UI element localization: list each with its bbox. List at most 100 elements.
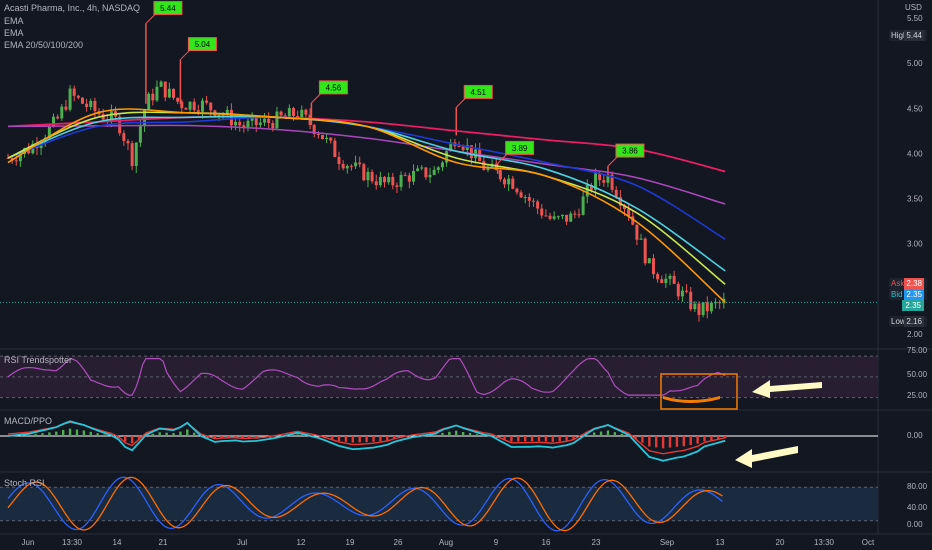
candle-body [577, 214, 581, 216]
candle-body [445, 151, 449, 163]
macd-histogram-bar [524, 436, 527, 442]
candle-body [647, 258, 651, 264]
candle-body [64, 106, 68, 110]
time-tick-label: 19 [346, 538, 355, 547]
candle-body [109, 111, 113, 121]
candle-body [101, 114, 105, 120]
ask-price-tag: Ask 2.38 [889, 278, 927, 289]
macd-histogram-bar [96, 433, 99, 436]
candle-body [147, 93, 151, 110]
candle-body [291, 108, 295, 116]
candle-body [709, 302, 713, 312]
macd-histogram-bar [186, 429, 189, 436]
rsi-pane-title[interactable]: RSI Trendspotter [4, 355, 73, 365]
price-tick-label: 5.50 [907, 14, 923, 23]
candle-body [333, 140, 337, 158]
macd-histogram-bar [386, 436, 389, 441]
candle-body [76, 95, 80, 98]
macd-histogram-bar [130, 436, 134, 444]
candle-body [627, 208, 631, 217]
ask-value: 2.38 [904, 278, 924, 289]
indicator-label-ema-ribbon[interactable]: EMA 20/50/100/200 [4, 40, 84, 50]
candle-body [258, 122, 262, 126]
high-value: 5.44 [904, 30, 924, 41]
axes: 5.505.004.504.003.503.002.502.00Jun13:30… [22, 14, 928, 547]
candle-body [407, 175, 411, 182]
candle-body [267, 118, 271, 123]
price-tick-label: 2.00 [907, 330, 923, 339]
candle-body [345, 165, 349, 169]
candle-body [370, 171, 374, 182]
candle-body [234, 121, 238, 126]
macd-histogram-bar [717, 436, 720, 440]
candle-body [469, 145, 473, 159]
candle-body [461, 146, 465, 150]
candle-body [176, 97, 180, 102]
candle-body [656, 274, 660, 280]
price-annotation: 4.51 [455, 84, 493, 108]
macd-histogram-bar [61, 429, 65, 436]
candle-body [130, 143, 134, 166]
candle-body [366, 171, 370, 181]
pane-tick-label: 0.00 [907, 431, 923, 440]
candle-body [172, 88, 176, 98]
macd-histogram-bar [599, 431, 603, 436]
macd-histogram-bar [675, 436, 679, 447]
macd-histogram-bar [482, 435, 486, 436]
candle-body [52, 116, 56, 126]
symbol-title: Acasti Pharma, Inc., 4h, NASDAQ [4, 3, 141, 13]
candle-body [192, 101, 196, 111]
stoch-band [0, 487, 878, 521]
candle-body [196, 110, 200, 112]
candle-body [411, 170, 415, 182]
macd-histogram-bar [372, 436, 375, 442]
candle-body [155, 86, 159, 101]
macd-pane-title[interactable]: MACD/PPO [4, 416, 53, 426]
macd-histogram-bar [75, 429, 79, 436]
high-label: High [891, 31, 908, 40]
candle-body [325, 137, 329, 140]
candle-body [362, 164, 366, 181]
candle-body [126, 140, 130, 144]
candle-body [387, 176, 391, 183]
currency-label: USD [905, 3, 922, 12]
pane-tick-label: 25.00 [907, 391, 928, 400]
candle-body [511, 178, 515, 189]
candle-body [507, 178, 511, 185]
indicator-label-ema-2[interactable]: EMA [4, 28, 24, 38]
macd-histogram-bar [179, 431, 182, 436]
candle-body [391, 176, 395, 186]
candle-body [420, 167, 424, 169]
annotation-leader [607, 155, 619, 167]
macd-histogram-bar [172, 433, 175, 436]
candle-body [643, 238, 647, 264]
macd-histogram-bar [592, 432, 596, 436]
pane-tick-label: 0.00 [907, 520, 923, 529]
candle-body [242, 125, 246, 128]
candle-body [606, 174, 610, 183]
candle-body [163, 81, 167, 98]
low-label: Low [891, 317, 906, 326]
macd-histogram-bar [165, 432, 168, 436]
indicator-label-ema-1[interactable]: EMA [4, 16, 24, 26]
candle-body [27, 148, 31, 154]
candle-body [610, 174, 614, 190]
macd-line [7, 420, 726, 462]
macd-histogram-bar [103, 434, 106, 436]
candle-body [6, 157, 10, 159]
candle-body [536, 201, 540, 209]
candle-body [598, 173, 602, 181]
candle-body [581, 196, 585, 215]
macd-histogram-bar [275, 436, 279, 437]
stoch-pane-title[interactable]: Stoch RSI [4, 478, 45, 488]
candle-body [238, 121, 242, 126]
candle-body [594, 173, 598, 190]
time-tick-label: 26 [394, 538, 403, 547]
pane-tick-label: 80.00 [907, 482, 928, 491]
candle-body [254, 116, 258, 126]
candle-body [358, 162, 362, 165]
candle-body [515, 188, 519, 193]
time-tick-label: 16 [542, 538, 551, 547]
macd-histogram-bar [48, 432, 51, 436]
candle-body [573, 213, 577, 215]
